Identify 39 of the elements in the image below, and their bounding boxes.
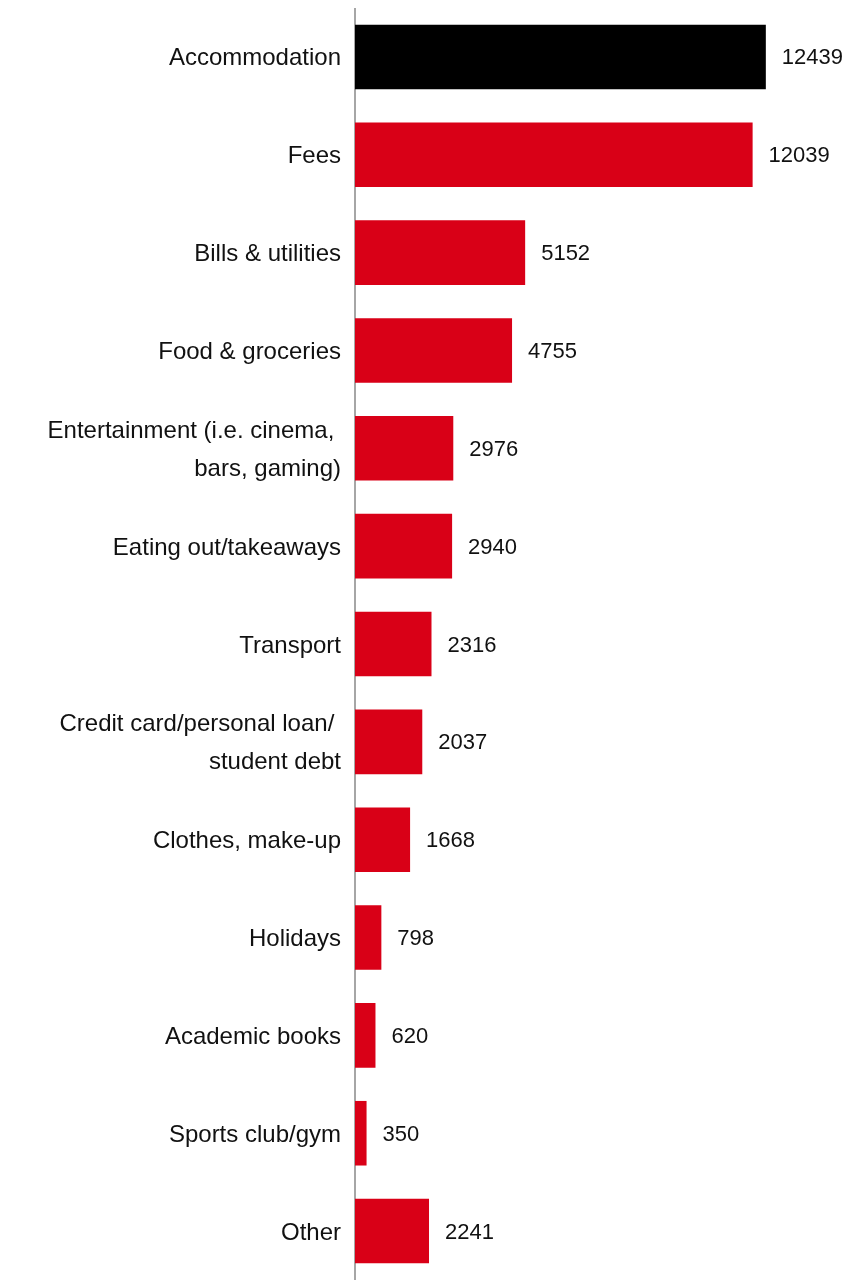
data-label: 4755 bbox=[528, 337, 577, 363]
bar bbox=[355, 122, 753, 188]
bar bbox=[355, 807, 411, 872]
bar bbox=[355, 318, 513, 383]
data-label: 2241 bbox=[445, 1218, 494, 1244]
data-label: 2316 bbox=[447, 631, 497, 657]
bar bbox=[355, 905, 382, 970]
data-label: 620 bbox=[391, 1022, 429, 1048]
y-tick-label: Academic books bbox=[164, 1021, 341, 1049]
bar bbox=[355, 513, 453, 579]
y-tick-label: Fees bbox=[287, 141, 341, 169]
data-label: 350 bbox=[382, 1120, 420, 1146]
data-label: 5152 bbox=[541, 240, 591, 266]
data-label: 1668 bbox=[426, 827, 476, 853]
data-label: 798 bbox=[397, 925, 435, 951]
bar bbox=[355, 1100, 367, 1166]
y-tick-label: Sports club/gym bbox=[168, 1119, 341, 1147]
data-label: 2940 bbox=[468, 533, 518, 559]
bar bbox=[355, 709, 423, 775]
bar bbox=[355, 416, 454, 481]
bar bbox=[355, 220, 526, 285]
y-tick-label: Clothes, make-up bbox=[152, 826, 341, 854]
data-label: 12039 bbox=[768, 142, 830, 168]
bar bbox=[355, 611, 432, 677]
y-tick-label: Credit card/personal loan/ student debt bbox=[59, 709, 342, 775]
data-label: 2037 bbox=[438, 729, 488, 755]
y-tick-label: Accommodation bbox=[168, 43, 341, 71]
y-tick-label: Entertainment (i.e. cinema, bars, gaming) bbox=[47, 415, 341, 481]
data-label: 2976 bbox=[469, 435, 519, 461]
data-label: 12439 bbox=[781, 44, 844, 70]
bar bbox=[355, 24, 766, 90]
y-tick-label: Other bbox=[280, 1217, 341, 1245]
y-tick-label: Eating out/takeaways bbox=[112, 532, 341, 560]
y-tick-label: Bills & utilities bbox=[194, 239, 341, 267]
y-tick-label: Food & groceries bbox=[158, 336, 341, 364]
y-tick-label: Holidays bbox=[248, 924, 341, 952]
y-tick-label: Transport bbox=[239, 630, 342, 658]
bar bbox=[355, 1003, 376, 1068]
bar bbox=[355, 1198, 430, 1264]
